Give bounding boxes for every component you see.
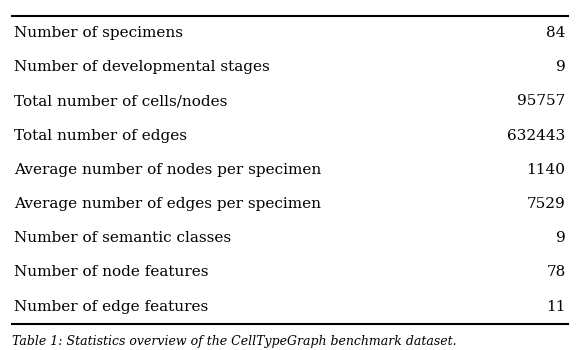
Text: Total number of edges: Total number of edges — [14, 128, 187, 142]
Text: Average number of edges per specimen: Average number of edges per specimen — [14, 197, 321, 211]
Text: 11: 11 — [546, 300, 566, 314]
Text: 9: 9 — [556, 60, 566, 74]
Text: Number of specimens: Number of specimens — [14, 26, 183, 40]
Text: 632443: 632443 — [508, 128, 566, 142]
Text: 7529: 7529 — [527, 197, 566, 211]
Text: Average number of nodes per specimen: Average number of nodes per specimen — [14, 163, 322, 177]
Text: 78: 78 — [546, 265, 566, 279]
Text: 9: 9 — [556, 231, 566, 245]
Text: Total number of cells/nodes: Total number of cells/nodes — [14, 94, 228, 108]
Text: Number of node features: Number of node features — [14, 265, 209, 279]
Text: Number of semantic classes: Number of semantic classes — [14, 231, 231, 245]
Text: Number of edge features: Number of edge features — [14, 300, 209, 314]
Text: 95757: 95757 — [517, 94, 566, 108]
Text: Table 1: Statistics overview of the CellTypeGraph benchmark dataset.: Table 1: Statistics overview of the Cell… — [12, 335, 456, 348]
Text: 1140: 1140 — [527, 163, 566, 177]
Text: 84: 84 — [546, 26, 566, 40]
Text: Number of developmental stages: Number of developmental stages — [14, 60, 270, 74]
